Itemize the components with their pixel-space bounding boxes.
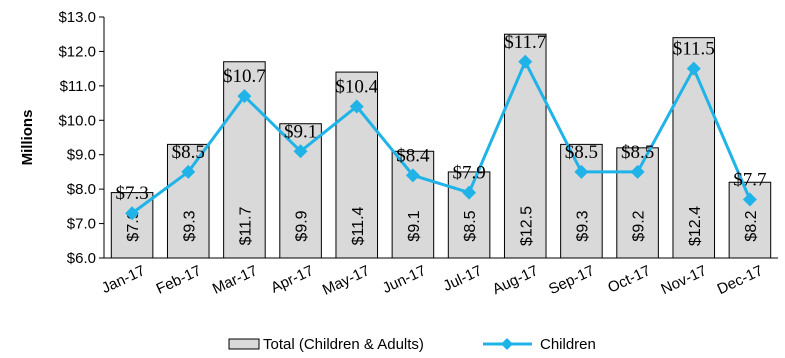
y-tick-label: $13.0: [58, 9, 96, 26]
line-data-label: $7.3: [115, 183, 148, 204]
x-tick-label: Feb-17: [154, 262, 204, 297]
line-data-label: $7.7: [733, 169, 766, 190]
line-point: [518, 54, 533, 69]
bar-data-label: $12.4: [687, 206, 704, 246]
legend-line-marker: [501, 338, 513, 350]
line-data-label: $8.4: [396, 145, 430, 166]
bar: [560, 143, 603, 259]
line-data-label: $9.1: [284, 121, 317, 142]
line-point: [742, 192, 757, 207]
y-axis-ticks: $6.0 $7.0 $8.0 $9.0 $10.0 $11.0 $12.0 $13.0: [58, 9, 104, 267]
line-data-label: $11.5: [673, 39, 715, 60]
bar-data-label: $11.7: [237, 206, 254, 245]
line-point: [405, 168, 420, 183]
line-point: [349, 99, 364, 114]
line-point: [237, 89, 252, 104]
x-tick-label: Jul-17: [441, 262, 485, 295]
y-tick-label: $11.0: [60, 78, 96, 95]
line-point: [686, 61, 701, 76]
line-data-label: $8.5: [621, 142, 654, 163]
bar: [503, 33, 547, 259]
line-data-label: $7.9: [452, 163, 485, 184]
line-data-label: $11.7: [504, 32, 546, 53]
x-tick-label: Dec-17: [715, 262, 766, 298]
x-tick-label: Jun-17: [380, 262, 429, 297]
bar-data-label: $12.5: [518, 206, 535, 246]
line-point: [125, 206, 140, 221]
y-tick-label: $12.0: [58, 43, 96, 60]
bar-data-label: $9.1: [406, 210, 423, 241]
legend: Total (Children & Adults) Children: [228, 336, 596, 353]
bar-data-label: $9.9: [294, 210, 311, 241]
children-line: [131, 58, 752, 215]
line-data-label: $10.4: [335, 77, 378, 98]
x-tick-label: Nov-17: [658, 262, 709, 298]
bar-series: $7.9 $9.3 $11.7 $9.9 $11.4 $9.1 $8.5 $12.5 $9.3 $…: [110, 33, 772, 259]
bar-data-label: $8.5: [462, 210, 479, 241]
x-tick-label: Oct-17: [605, 262, 653, 296]
line-point: [574, 164, 589, 179]
y-tick-label: $9.0: [67, 147, 96, 164]
legend-bar-swatch: [228, 338, 260, 350]
legend-line-label: Children: [540, 336, 596, 353]
y-tick-label: $7.0: [67, 216, 96, 233]
y-tick-label: $10.0: [58, 112, 96, 129]
bar: [166, 143, 210, 259]
x-tick-label: Sep-17: [546, 262, 597, 298]
line-point: [293, 144, 308, 159]
axes: [103, 17, 778, 259]
line-data-label: $8.5: [172, 142, 205, 163]
bar-data-label: $8.2: [743, 210, 760, 241]
line-data-label: $8.5: [565, 142, 598, 163]
line-point: [462, 185, 477, 200]
line-point: [181, 164, 196, 179]
y-tick-label: $8.0: [67, 181, 96, 198]
x-tick-label: Jan-17: [99, 262, 148, 297]
bar-data-label: $7.9: [125, 210, 142, 241]
bar-data-label: $11.4: [350, 206, 367, 245]
y-axis-title: Millions: [19, 110, 36, 166]
bar-data-label: $9.3: [181, 210, 198, 241]
y-tick-label: $6.0: [67, 250, 96, 267]
x-tick-label: Apr-17: [268, 262, 316, 296]
line-data-label: $10.7: [223, 66, 266, 87]
x-tick-label: Aug-17: [490, 262, 541, 298]
x-tick-label: May-17: [320, 262, 373, 299]
bar-data-label: $9.2: [631, 210, 648, 241]
bar-data-label: $9.3: [574, 210, 591, 241]
x-axis-ticks: Jan-17 Feb-17 Mar-17 Apr-17 May-17 Jun-17 Jul-…: [99, 262, 766, 299]
x-tick-label: Mar-17: [210, 262, 260, 297]
line-point: [630, 164, 645, 179]
legend-bar-label: Total (Children & Adults): [263, 336, 424, 353]
line-series: $7.3 $8.5 $10.7 $9.1 $10.4 $8.4 $7.9 $11.7 $8.5 $…: [115, 32, 767, 221]
